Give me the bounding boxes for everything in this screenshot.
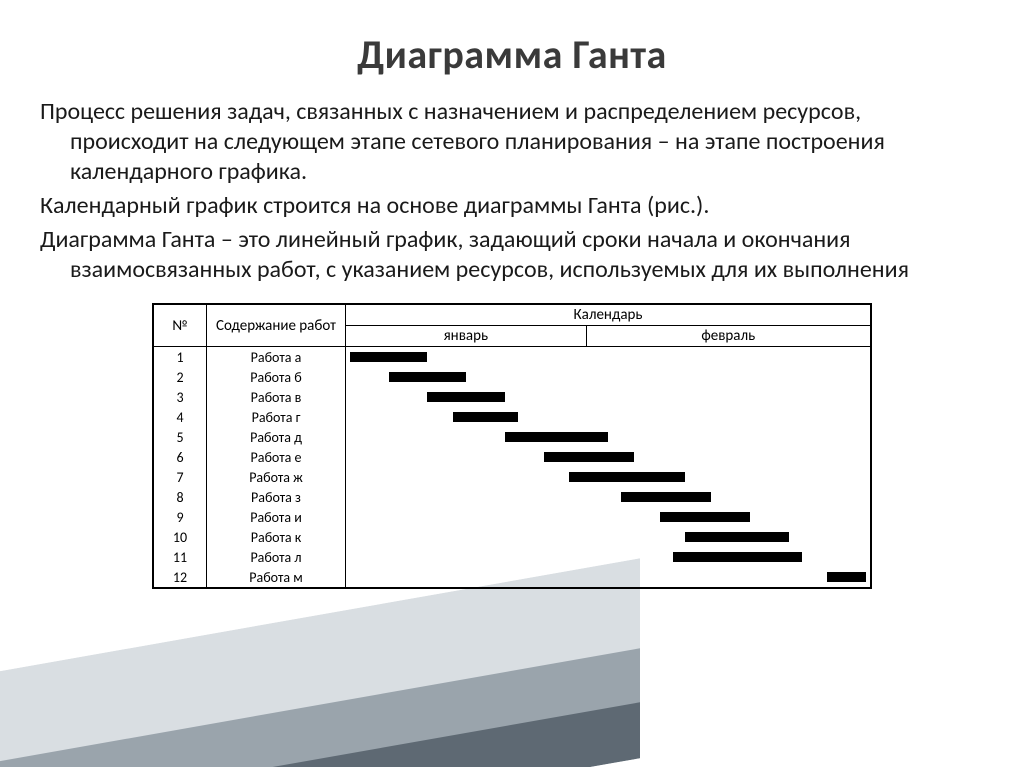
gantt-bar: [427, 392, 504, 402]
gantt-bar: [660, 512, 750, 522]
col-header-number: №: [153, 304, 207, 347]
decorative-wedge: [0, 558, 640, 767]
row-bar-cell: [346, 407, 872, 427]
gantt-bar: [389, 372, 466, 382]
row-task-label: Работа в: [207, 387, 346, 407]
col-header-calendar: Календарь: [346, 304, 872, 326]
gantt-row: 5Работа д: [153, 427, 871, 447]
row-task-label: Работа д: [207, 427, 346, 447]
gantt-row: 2Работа б: [153, 367, 871, 387]
row-number: 2: [153, 367, 207, 387]
gantt-row: 4Работа г: [153, 407, 871, 427]
paragraph: Процесс решения задач, связанных с назна…: [40, 97, 984, 187]
gantt-row: 11Работа л: [153, 547, 871, 567]
row-task-label: Работа б: [207, 367, 346, 387]
row-task-label: Работа л: [207, 547, 346, 567]
body-text: Процесс решения задач, связанных с назна…: [40, 97, 984, 285]
col-header-month: январь: [346, 326, 587, 347]
row-bar-cell: [346, 467, 872, 487]
gantt-row: 12Работа м: [153, 567, 871, 588]
row-bar-cell: [346, 447, 872, 467]
row-task-label: Работа ж: [207, 467, 346, 487]
row-number: 12: [153, 567, 207, 588]
row-number: 8: [153, 487, 207, 507]
row-bar-cell: [346, 367, 872, 387]
row-task-label: Работа г: [207, 407, 346, 427]
gantt-bar: [350, 352, 427, 362]
row-bar-cell: [346, 567, 872, 588]
row-task-label: Работа м: [207, 567, 346, 588]
gantt-row: 3Работа в: [153, 387, 871, 407]
paragraph: Календарный график строится на основе ди…: [40, 191, 984, 221]
gantt-bar: [544, 452, 634, 462]
row-task-label: Работа и: [207, 507, 346, 527]
gantt-bar: [621, 492, 711, 502]
row-bar-cell: [346, 547, 872, 567]
row-bar-cell: [346, 427, 872, 447]
gantt-bar: [827, 572, 866, 582]
gantt-row: 9Работа и: [153, 507, 871, 527]
row-bar-cell: [346, 487, 872, 507]
row-task-label: Работа з: [207, 487, 346, 507]
gantt-bar: [453, 412, 518, 422]
gantt-row: 7Работа ж: [153, 467, 871, 487]
row-number: 1: [153, 347, 207, 368]
gantt-chart: № Содержание работ Календарь январь февр…: [152, 303, 872, 589]
gantt-row: 1Работа а: [153, 347, 871, 368]
row-number: 7: [153, 467, 207, 487]
gantt-bar: [673, 552, 802, 562]
row-bar-cell: [346, 387, 872, 407]
row-bar-cell: [346, 347, 872, 368]
row-task-label: Работа е: [207, 447, 346, 467]
row-number: 9: [153, 507, 207, 527]
row-number: 11: [153, 547, 207, 567]
gantt-row: 6Работа е: [153, 447, 871, 467]
row-number: 3: [153, 387, 207, 407]
gantt-bar: [685, 532, 788, 542]
row-bar-cell: [346, 527, 872, 547]
row-task-label: Работа к: [207, 527, 346, 547]
col-header-month: февраль: [586, 326, 871, 347]
gantt-row: 10Работа к: [153, 527, 871, 547]
row-number: 6: [153, 447, 207, 467]
row-number: 10: [153, 527, 207, 547]
gantt-bar: [505, 432, 608, 442]
row-bar-cell: [346, 507, 872, 527]
row-number: 5: [153, 427, 207, 447]
gantt-row: 8Работа з: [153, 487, 871, 507]
row-number: 4: [153, 407, 207, 427]
paragraph: Диаграмма Ганта – это линейный график, з…: [40, 225, 984, 285]
row-task-label: Работа а: [207, 347, 346, 368]
col-header-task: Содержание работ: [207, 304, 346, 347]
page-title: Диаграмма Ганта: [40, 30, 984, 79]
gantt-bar: [569, 472, 685, 482]
